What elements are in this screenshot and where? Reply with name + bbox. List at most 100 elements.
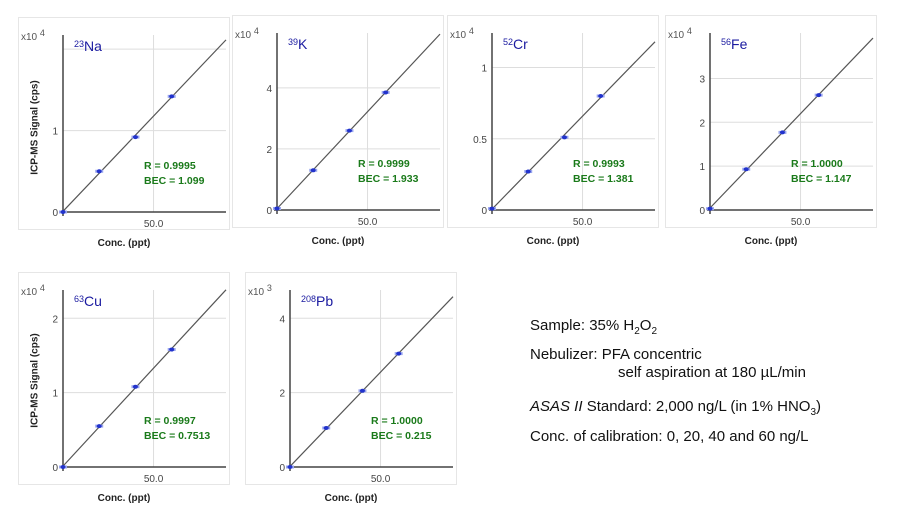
y-axis-label-top: ICP-MS Signal (cps) (29, 80, 41, 175)
y-tick-label: 0.5 (473, 135, 487, 146)
y-tick-label: 2 (279, 389, 285, 400)
data-point (488, 206, 496, 211)
sample-sub: 2 (634, 326, 640, 337)
data-point (394, 351, 403, 356)
chart-svg: 0 2 4 50.0 x10 4 39K R = 0.9999 BEC = 1.933 (235, 26, 441, 228)
element-title: 39K (288, 36, 308, 52)
data-point (706, 206, 714, 211)
isotope-mass: 56 (721, 37, 731, 47)
y-tick-label: 2 (266, 145, 272, 156)
x-tick-label: 50.0 (791, 217, 811, 228)
y-scale-label: x10 4 (668, 26, 692, 41)
standard-end: ) (816, 398, 822, 415)
x-axis-label: Conc. (ppt) (97, 493, 151, 504)
data-point (778, 130, 787, 135)
x-tick-label: 50.0 (371, 474, 391, 485)
standard-name: ASAS II (530, 398, 583, 415)
r-value: R = 0.9997 (144, 415, 196, 427)
y-tick-label: 1 (52, 127, 58, 138)
y-axis-label-bottom: ICP-MS Signal (cps) (29, 333, 41, 428)
isotope-mass: 39 (288, 37, 298, 47)
nebulizer-info: Nebulizer: PFA concentric (530, 346, 702, 363)
data-point (322, 425, 331, 430)
r-value: R = 0.9995 (144, 160, 196, 172)
calibration-info: Conc. of calibration: 0, 20, 40 and 60 n… (530, 428, 809, 445)
y-tick-label: 0 (52, 463, 58, 474)
chart-svg: 0 0.5 1 50.0 x10 4 52Cr R = 0.9993 BEC = 1.381 (450, 26, 656, 228)
x-tick-label: 50.0 (144, 474, 164, 485)
y-tick-label: 0 (52, 208, 58, 219)
element-symbol: Na (84, 38, 102, 54)
isotope-mass: 63 (74, 294, 84, 304)
chart-panel-pb: 0 2 4 50.0 x10 3 208Pb R = 1.0000 BEC = 0.215 (245, 272, 457, 485)
element-symbol: Cu (84, 293, 102, 309)
bec-value: BEC = 1.933 (358, 173, 419, 185)
chart-panel-cu: 0 1 2 50.0 x10 4 63Cu R = 0.9997 BEC = 0.7513 (18, 272, 230, 485)
x-axis-label: Conc. (ppt) (526, 236, 580, 247)
bec-value: BEC = 0.215 (371, 430, 432, 442)
x-tick-label: 50.0 (573, 217, 593, 228)
y-tick-label: 1 (481, 64, 487, 75)
y-scale-label: x10 4 (235, 26, 259, 41)
element-title: 208Pb (301, 293, 333, 309)
data-point (560, 135, 569, 140)
y-tick-label: 0 (481, 206, 487, 217)
fit-line (289, 296, 454, 467)
data-point (95, 169, 104, 174)
chart-panel-na: 0 1 50.0 x10 4 23Na R = 0.9995 BEC = 1.099 (18, 17, 230, 230)
element-symbol: K (298, 36, 308, 52)
r-value: R = 0.9999 (358, 158, 410, 170)
data-point (742, 167, 751, 172)
nebulizer-detail: self aspiration at 180 µL/min (618, 364, 806, 381)
chart-panel-fe: 0 1 2 3 50.0 x10 4 56Fe R = 1.0000 BEC = 1.147 (665, 15, 877, 228)
isotope-mass: 23 (74, 39, 84, 49)
element-symbol: Pb (316, 293, 333, 309)
r-value: R = 0.9993 (573, 158, 625, 170)
y-scale-label: x10 3 (248, 283, 272, 298)
chart-svg: 0 1 2 50.0 x10 4 63Cu R = 0.9997 BEC = 0.7513 (21, 283, 227, 485)
fit-line (709, 37, 874, 209)
element-title: 23Na (74, 38, 102, 54)
data-point (167, 347, 176, 352)
y-scale-exponent: 3 (267, 283, 272, 293)
data-point (59, 465, 67, 469)
y-tick-label: 4 (279, 314, 285, 325)
data-point (596, 94, 605, 98)
chart-svg: 0 1 2 3 50.0 x10 4 56Fe R = 1.0000 BEC = 1.147 (668, 26, 874, 228)
bec-value: BEC = 1.099 (144, 175, 205, 187)
fit-line (491, 41, 656, 210)
element-title: 63Cu (74, 293, 102, 309)
data-point (309, 168, 318, 173)
data-point (95, 424, 104, 429)
y-scale-label: x10 4 (450, 26, 474, 41)
bec-value: BEC = 1.381 (573, 173, 634, 185)
y-tick-label: 3 (699, 74, 705, 85)
y-scale-label: x10 4 (21, 283, 45, 298)
fit-line (62, 39, 227, 212)
y-scale-exponent: 4 (40, 283, 45, 293)
sample-text: Sample: 35% H (530, 317, 635, 334)
standard-text: Standard: 2,000 ng/L (in 1% HNO (582, 398, 811, 415)
y-tick-label: 4 (266, 84, 272, 95)
standard-info: ASAS II Standard: 2,000 ng/L (in 1% HNO3… (530, 398, 821, 418)
fit-line (276, 33, 441, 210)
r-value: R = 1.0000 (791, 158, 843, 170)
sample-mid: O (639, 317, 652, 334)
data-point (131, 384, 140, 389)
sample-sub: 2 (651, 326, 658, 337)
x-axis-label: Conc. (ppt) (324, 493, 378, 504)
x-tick-label: 50.0 (144, 219, 164, 230)
fit-line (62, 289, 227, 467)
x-axis-label: Conc. (ppt) (311, 236, 365, 247)
chart-svg: 0 2 4 50.0 x10 3 208Pb R = 1.0000 BEC = 0.215 (248, 283, 454, 485)
isotope-mass: 208 (301, 294, 316, 304)
y-tick-label: 1 (699, 162, 705, 173)
y-tick-label: 0 (699, 206, 705, 217)
bec-value: BEC = 0.7513 (144, 430, 210, 442)
chart-panel-cr: 0 0.5 1 50.0 x10 4 52Cr R = 0.9993 BEC = 1.381 (447, 15, 659, 228)
y-tick-label: 0 (279, 463, 285, 474)
chart-svg: 0 1 50.0 x10 4 23Na R = 0.9995 BEC = 1.099 (21, 28, 227, 230)
element-symbol: Fe (731, 36, 748, 52)
data-point (131, 135, 140, 140)
